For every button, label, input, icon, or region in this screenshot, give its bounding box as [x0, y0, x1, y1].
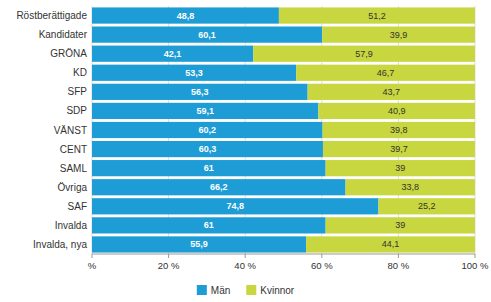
- data-label: 61: [204, 220, 214, 230]
- bar: [306, 236, 475, 252]
- tick-label: 80 %: [388, 260, 410, 271]
- data-label: 43,7: [383, 87, 401, 97]
- bar: [318, 103, 475, 119]
- bar: [323, 141, 475, 157]
- legend-item: Män: [197, 285, 230, 296]
- category-label: SFP: [68, 86, 88, 97]
- data-label: 59,1: [196, 106, 214, 116]
- data-label: 46,7: [377, 68, 395, 78]
- data-label: 66,2: [210, 182, 228, 192]
- data-label: 61: [204, 163, 214, 173]
- tick-label: 20 %: [158, 260, 180, 271]
- bar: [92, 141, 323, 157]
- data-label: 53,3: [185, 68, 203, 78]
- bar: [92, 65, 296, 81]
- bar: [296, 65, 475, 81]
- bar: [308, 84, 475, 100]
- bars: [92, 7, 475, 252]
- grid: [92, 6, 475, 254]
- tick-label: 60 %: [311, 260, 333, 271]
- legend-item: Kvinnor: [246, 285, 295, 296]
- tick-label: 40 %: [234, 260, 256, 271]
- data-label: 33,8: [402, 182, 420, 192]
- bar: [279, 7, 475, 23]
- bar: [253, 46, 475, 62]
- legend-swatch: [197, 285, 207, 295]
- legend-swatch: [246, 285, 256, 295]
- bar: [92, 46, 253, 62]
- data-label: 39: [395, 163, 405, 173]
- bar: [92, 27, 322, 43]
- bar: [92, 198, 378, 214]
- data-label: 74,8: [226, 201, 244, 211]
- bar: [92, 103, 318, 119]
- y-axis: Röstberättigade Kandidater GRÖNA KD SFP SDP VÄ…: [16, 10, 87, 250]
- category-label: Övriga: [58, 182, 88, 193]
- category-label: KD: [73, 67, 87, 78]
- category-label: SAF: [68, 201, 87, 212]
- category-label: Röstberättigade: [16, 10, 87, 21]
- category-label: GRÖNA: [50, 48, 87, 59]
- legend-label: Män: [211, 285, 230, 296]
- data-label: 51,2: [368, 11, 386, 21]
- bar: [326, 217, 475, 233]
- data-label: 40,9: [388, 106, 406, 116]
- category-label: Kandidater: [39, 29, 88, 40]
- bar: [92, 217, 326, 233]
- chart: 48,860,1 42,153,3 56,3 59,1 60,2 60,3 61 66,2 74…: [0, 0, 491, 302]
- tick: [168, 254, 169, 258]
- bar: [346, 179, 475, 195]
- legend: Män Kvinnor: [197, 285, 295, 296]
- bar: [92, 179, 346, 195]
- category-label: Invalda: [55, 220, 88, 231]
- tick: [245, 254, 246, 258]
- data-label: 60,1: [198, 30, 216, 40]
- data-label: 39,7: [390, 144, 408, 154]
- data-label: 25,2: [418, 201, 436, 211]
- tick: [475, 254, 476, 258]
- tick-label: 100 %: [462, 260, 489, 271]
- bar: [92, 7, 279, 23]
- axis-line: [92, 254, 475, 255]
- category-label: Invalda, nya: [33, 239, 87, 250]
- tick: [92, 254, 93, 258]
- data-labels: 48,860,1 42,153,3 56,3 59,1 60,2 60,3 61 66,2 74…: [164, 11, 436, 250]
- data-label: 44,1: [382, 239, 400, 249]
- data-label: 48,8: [177, 11, 195, 21]
- x-axis: % 20 % 40 % 60 % 80 % 100 %: [88, 254, 489, 271]
- tick: [321, 254, 322, 258]
- data-label: 39,9: [390, 30, 408, 40]
- bar: [378, 198, 475, 214]
- bar: [323, 122, 475, 138]
- data-label: 42,1: [164, 49, 182, 59]
- data-label: 56,3: [191, 87, 209, 97]
- category-label: SDP: [66, 105, 87, 116]
- data-label: 39: [395, 220, 405, 230]
- legend-label: Kvinnor: [260, 285, 295, 296]
- category-label: VÄNST: [54, 125, 87, 136]
- category-label: SAML: [60, 163, 88, 174]
- tick: [398, 254, 399, 258]
- tick-label: %: [88, 260, 97, 271]
- data-label: 57,9: [355, 49, 373, 59]
- bar: [92, 160, 326, 176]
- bar: [92, 84, 308, 100]
- bar: [326, 160, 475, 176]
- data-label: 60,3: [199, 144, 217, 154]
- category-label: CENT: [60, 144, 87, 155]
- data-label: 39,8: [390, 125, 408, 135]
- data-label: 55,9: [190, 239, 208, 249]
- bar: [322, 27, 475, 43]
- bar: [92, 236, 306, 252]
- bar: [92, 122, 323, 138]
- data-label: 60,2: [199, 125, 217, 135]
